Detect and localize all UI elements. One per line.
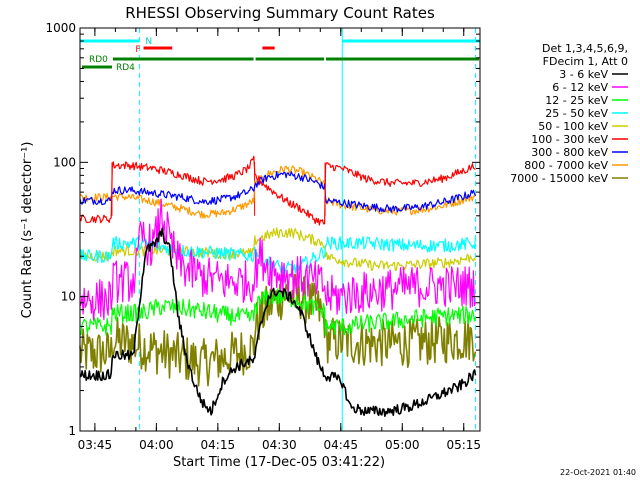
rd0-label: RD0 [89,55,108,65]
legend-entry-label: 300 - 800 keV [531,146,608,159]
series-layer [79,155,477,417]
legend-entry-label: 50 - 100 keV [538,120,608,133]
legend-entry-label: 12 - 25 keV [545,94,608,107]
legend-entry-label: 25 - 50 keV [545,107,608,120]
y-tick-label: 1000 [45,21,76,35]
series-line-7000-15000keV [79,273,477,387]
y-tick-label: 1 [68,424,76,438]
legend-entry-label: 7000 - 15000 keV [510,172,608,185]
x-tick-label: 04:45 [323,438,358,452]
x-tick-label: 04:15 [201,438,236,452]
series-line-3-6keV [79,227,477,417]
status-bars: NF RD0 RD4 [80,37,480,73]
rd4-label: RD4 [116,63,135,73]
footer-date: 22-Oct-2021 01:40 [560,468,636,477]
series-line-12-25keV [79,287,477,336]
legend-header-line: FDecim 1, Att 0 [543,55,628,68]
night-label: N [145,37,152,47]
y-axis-label: Count Rate (s⁻¹ detector⁻¹) [20,142,35,319]
x-axis: 03:45 04:00 04:15 04:30 04:45 05:00 05:15 [78,28,481,452]
legend-header-line: Det 1,3,4,5,6,9, [542,42,628,55]
plot-area [80,28,480,431]
x-tick-label: 03:45 [78,438,113,452]
series-line-6-12keV [79,198,477,321]
legend-entry-label: 6 - 12 keV [552,81,608,94]
y-tick-label: 10 [61,290,76,304]
y-axis: 1 10 100 1000 [45,21,480,438]
legend: Det 1,3,4,5,6,9,FDecim 1, Att 03 - 6 keV… [510,42,628,185]
series-line-100-300keV [79,155,476,226]
x-tick-label: 05:15 [446,438,481,452]
y-tick-label: 100 [53,155,76,169]
legend-entry-label: 3 - 6 keV [559,68,608,81]
x-tick-label: 04:00 [139,438,174,452]
x-tick-label: 04:30 [262,438,297,452]
series-line-300-800keV [79,171,477,213]
chart-title: RHESSI Observing Summary Count Rates [125,4,435,22]
legend-entry-label: 100 - 300 keV [531,133,608,146]
x-tick-label: 05:00 [385,438,420,452]
legend-entry-label: 800 - 7000 keV [524,159,608,172]
plot-frame [79,27,481,432]
x-axis-label: Start Time (17-Dec-05 03:41:22) [173,455,385,470]
flare-label: F [135,45,140,55]
series-line-25-50keV [79,235,477,275]
